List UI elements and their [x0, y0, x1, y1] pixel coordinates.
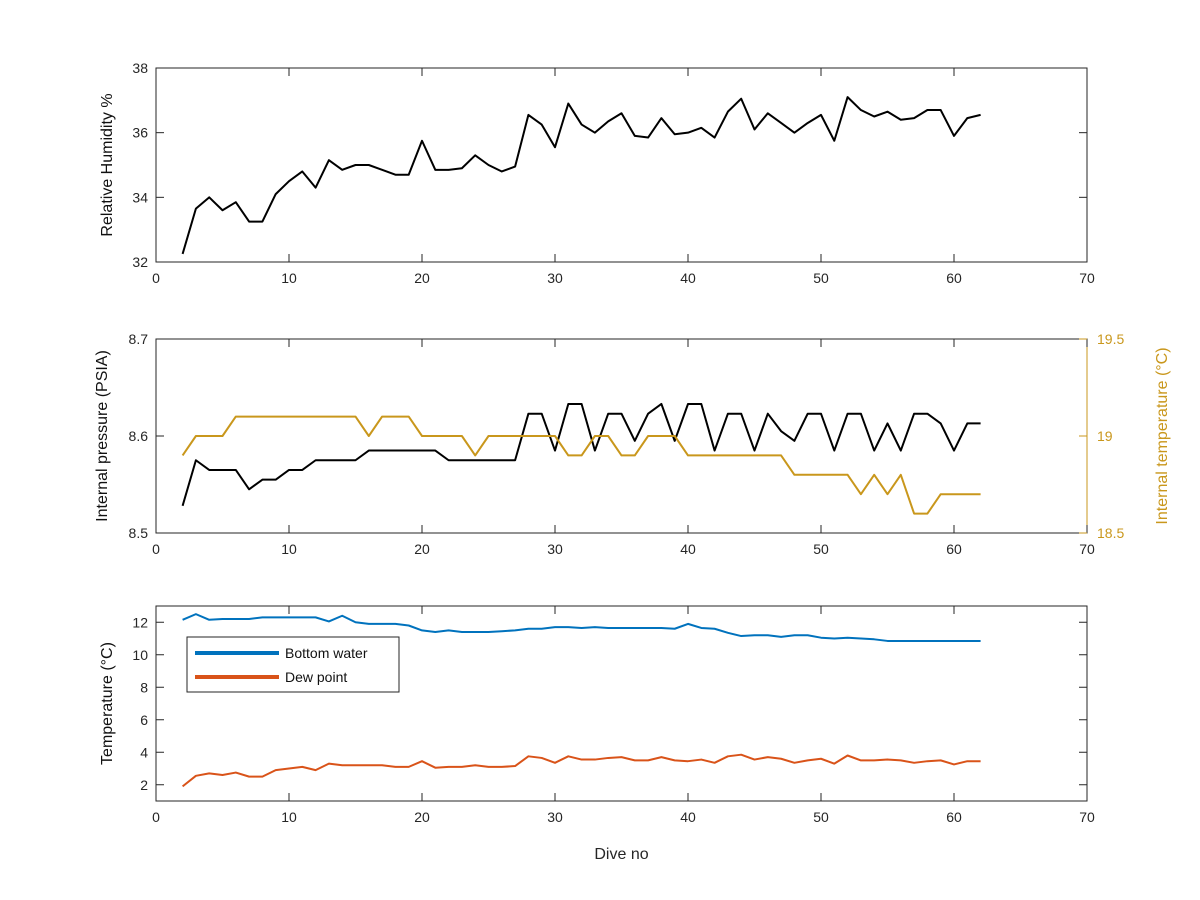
series-line-bottom-water	[182, 613, 981, 642]
chart-panel-2: 0 10 20 30 40 50 60 70 8.5 8.6 8.7 18.5 19 19.5 Intern…	[94, 331, 1171, 557]
x-tick-label: 30	[547, 541, 563, 557]
y-right-axis-label: Internal temperature (°C)	[1154, 347, 1171, 524]
y-right-tick-label: 19.5	[1097, 331, 1124, 347]
y-tick-label: 38	[132, 60, 148, 76]
x-tick-label: 40	[680, 809, 696, 825]
x-tick-label: 70	[1079, 809, 1095, 825]
x-tick-label: 0	[152, 541, 160, 557]
x-tick-label: 60	[946, 270, 962, 286]
y-tick-label: 36	[132, 125, 148, 141]
y-tick-label: 34	[132, 189, 148, 205]
x-tick-label: 20	[414, 541, 430, 557]
x-tick-label: 40	[680, 270, 696, 286]
x-tick-label: 20	[414, 809, 430, 825]
x-tick-label: 50	[813, 809, 829, 825]
y-tick-label: 8.5	[129, 525, 149, 541]
x-tick-label: 0	[152, 270, 160, 286]
axes-box	[155, 605, 1088, 802]
x-tick-label: 10	[281, 270, 297, 286]
y-tick-label: 4	[140, 744, 148, 760]
y-tick-label: 8.7	[129, 331, 149, 347]
chart-panel-1: 0 10 20 30 40 50 60 70 32 34 36 38 Relative Humidity…	[99, 60, 1095, 286]
y-tick-label: 8	[140, 679, 148, 695]
series-line-right-axis	[181, 415, 981, 515]
x-tick-label: 60	[946, 809, 962, 825]
x-tick-label: 60	[946, 541, 962, 557]
x-tick-label: 30	[547, 270, 563, 286]
y-tick-label: 12	[132, 614, 148, 630]
legend-box	[186, 636, 400, 693]
y-tick-label: 10	[132, 647, 148, 663]
x-tick-label: 10	[281, 541, 297, 557]
axes-box	[155, 67, 1088, 263]
legend: Bottom water Dew point	[186, 636, 400, 693]
series-line-left-axis	[181, 402, 981, 507]
x-tick-label: 40	[680, 541, 696, 557]
legend-label: Dew point	[285, 669, 347, 685]
y-tick-label: 32	[132, 254, 148, 270]
series-line-dew-point	[181, 753, 981, 788]
x-tick-label: 30	[547, 809, 563, 825]
y-right-tick-label: 18.5	[1097, 525, 1124, 541]
x-axis-label: Dive no	[594, 846, 648, 863]
x-tick-label: 10	[281, 809, 297, 825]
x-tick-label: 20	[414, 270, 430, 286]
y-tick-label: 6	[140, 712, 148, 728]
y-axis-label: Relative Humidity %	[99, 93, 116, 236]
series-line-left-axis	[181, 96, 981, 255]
x-tick-label: 70	[1079, 541, 1095, 557]
y-axis-label: Temperature (°C)	[99, 642, 116, 765]
y-axis-label: Internal pressure (PSIA)	[94, 350, 111, 522]
y-tick-label: 2	[140, 777, 148, 793]
x-tick-label: 50	[813, 541, 829, 557]
legend-label: Bottom water	[285, 645, 368, 661]
x-tick-label: 50	[813, 270, 829, 286]
x-tick-label: 70	[1079, 270, 1095, 286]
x-tick-label: 0	[152, 809, 160, 825]
y-right-tick-label: 19	[1097, 428, 1113, 444]
chart-panel-3: 0 10 20 30 40 50 60 70 2 4 6 8 10 12 Temperature (°C) D…	[99, 605, 1095, 863]
y-tick-label: 8.6	[129, 428, 149, 444]
